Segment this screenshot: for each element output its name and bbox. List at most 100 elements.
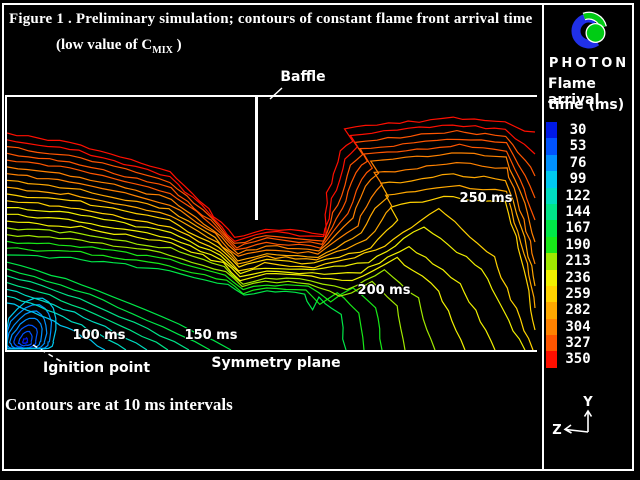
contour-line — [6, 193, 536, 331]
plot-border-top — [5, 95, 537, 97]
legend-entry: 190 — [546, 236, 599, 254]
legend-swatch — [546, 220, 557, 237]
ignition-point-label: Ignition point — [43, 360, 151, 376]
contour-line — [6, 200, 534, 351]
contour-label-250ms: 250 ms — [459, 191, 513, 206]
legend-value: 190 — [565, 236, 591, 253]
y-axis-label: Y — [582, 395, 593, 410]
contour-label-200ms: 200 ms — [357, 283, 411, 298]
photon-logo — [571, 11, 607, 49]
legend-entry: 76 — [546, 154, 599, 172]
contour-line — [6, 302, 106, 351]
contour-line — [6, 220, 466, 351]
legend-entry: 53 — [546, 138, 599, 155]
contour-line — [6, 234, 406, 351]
legend-value: 304 — [565, 318, 591, 335]
contour-line — [6, 240, 383, 351]
contour-label-100ms: 100 ms — [72, 328, 126, 343]
outer-frame — [2, 3, 634, 471]
legend-entry: 30 — [546, 122, 599, 139]
legend-title-line2: time (ms) — [548, 97, 625, 113]
legend-entry: 304 — [546, 318, 599, 336]
legend-value: 259 — [565, 285, 591, 302]
contour-line — [6, 173, 536, 287]
contour-line — [7, 213, 496, 351]
legend-value: 236 — [565, 269, 591, 286]
legend-entry: 122 — [546, 187, 599, 204]
contour-line — [6, 124, 536, 242]
legend-swatch — [546, 335, 557, 352]
z-axis-arrowhead — [563, 424, 572, 434]
legend-swatch — [546, 253, 557, 270]
figure-title: Figure 1 . Preliminary simulation; conto… — [9, 11, 533, 27]
sidebar-divider — [542, 3, 544, 471]
legend-entry: 213 — [546, 253, 599, 270]
legend-value: 144 — [565, 203, 591, 220]
contour-line — [13, 324, 38, 349]
contour-line — [6, 268, 211, 351]
symmetry-plane-label: Symmetry plane — [211, 355, 341, 371]
legend-value: 213 — [565, 253, 591, 270]
subtitle-text: (low value of C — [56, 37, 153, 53]
legend-swatch — [546, 285, 557, 303]
legend-entry: 99 — [546, 171, 599, 188]
legend-value: 99 — [569, 171, 587, 188]
contour-line — [6, 288, 148, 351]
baffle-line — [255, 97, 258, 220]
legend-swatch — [546, 318, 557, 336]
contour-line — [6, 152, 536, 255]
legend-swatch — [546, 154, 557, 172]
baffle-label: Baffle — [280, 69, 326, 85]
contour-interval-note: Contours are at 10 ms intervals — [5, 395, 233, 414]
contour-line — [6, 116, 536, 239]
subtitle-close: ) — [172, 37, 182, 53]
subtitle-subscript: MIX — [152, 45, 173, 56]
contour-line — [7, 207, 526, 351]
contour-line — [17, 330, 33, 347]
contour-line — [6, 143, 536, 251]
legend-entry: 259 — [546, 285, 599, 303]
z-axis-label: Z — [552, 423, 561, 438]
contour-line — [6, 247, 365, 351]
legend-entry: 144 — [546, 203, 599, 221]
legend-value: 30 — [569, 122, 587, 138]
contour-line — [6, 161, 536, 265]
legend-swatch — [546, 236, 557, 254]
legend-entry: 327 — [546, 335, 599, 352]
legend-swatch — [546, 138, 557, 155]
axis-triad: Y Z — [552, 395, 593, 438]
legend-swatch — [546, 302, 557, 319]
legend-value: 327 — [565, 335, 591, 352]
photon-wordmark: PHOTON — [548, 56, 630, 71]
legend-swatch — [546, 122, 557, 139]
contour-label-150ms: 150 ms — [184, 328, 238, 343]
contour-line — [6, 254, 347, 351]
legend-swatch — [546, 171, 557, 188]
contour-line — [6, 282, 169, 351]
contour-line — [21, 336, 29, 345]
contour-line — [6, 261, 232, 351]
contour-line — [6, 295, 127, 351]
plot-border-bottom-symmetry-plane — [5, 350, 537, 352]
legend-entry: 282 — [546, 302, 599, 319]
legend-swatch — [546, 187, 557, 204]
plot-border-left — [5, 95, 7, 352]
legend-value: 350 — [565, 351, 591, 368]
contour-line — [6, 227, 436, 351]
legend-entry: 350 — [546, 351, 599, 368]
legend-entry: 167 — [546, 220, 599, 237]
legend-swatch — [546, 351, 557, 368]
legend-entry: 236 — [546, 269, 599, 286]
legend-value: 282 — [565, 302, 591, 319]
legend-swatch — [546, 269, 557, 286]
y-axis-arrowhead — [583, 409, 593, 417]
z-axis-arrow — [565, 428, 589, 433]
contour-line — [6, 275, 190, 351]
contour-line — [6, 184, 536, 309]
logo-green-tail — [583, 12, 606, 28]
legend-value: 76 — [569, 154, 587, 171]
legend-value: 167 — [565, 220, 591, 237]
legend-value: 122 — [565, 187, 591, 204]
figure-subtitle: (low value of CMIX ) — [56, 37, 182, 56]
